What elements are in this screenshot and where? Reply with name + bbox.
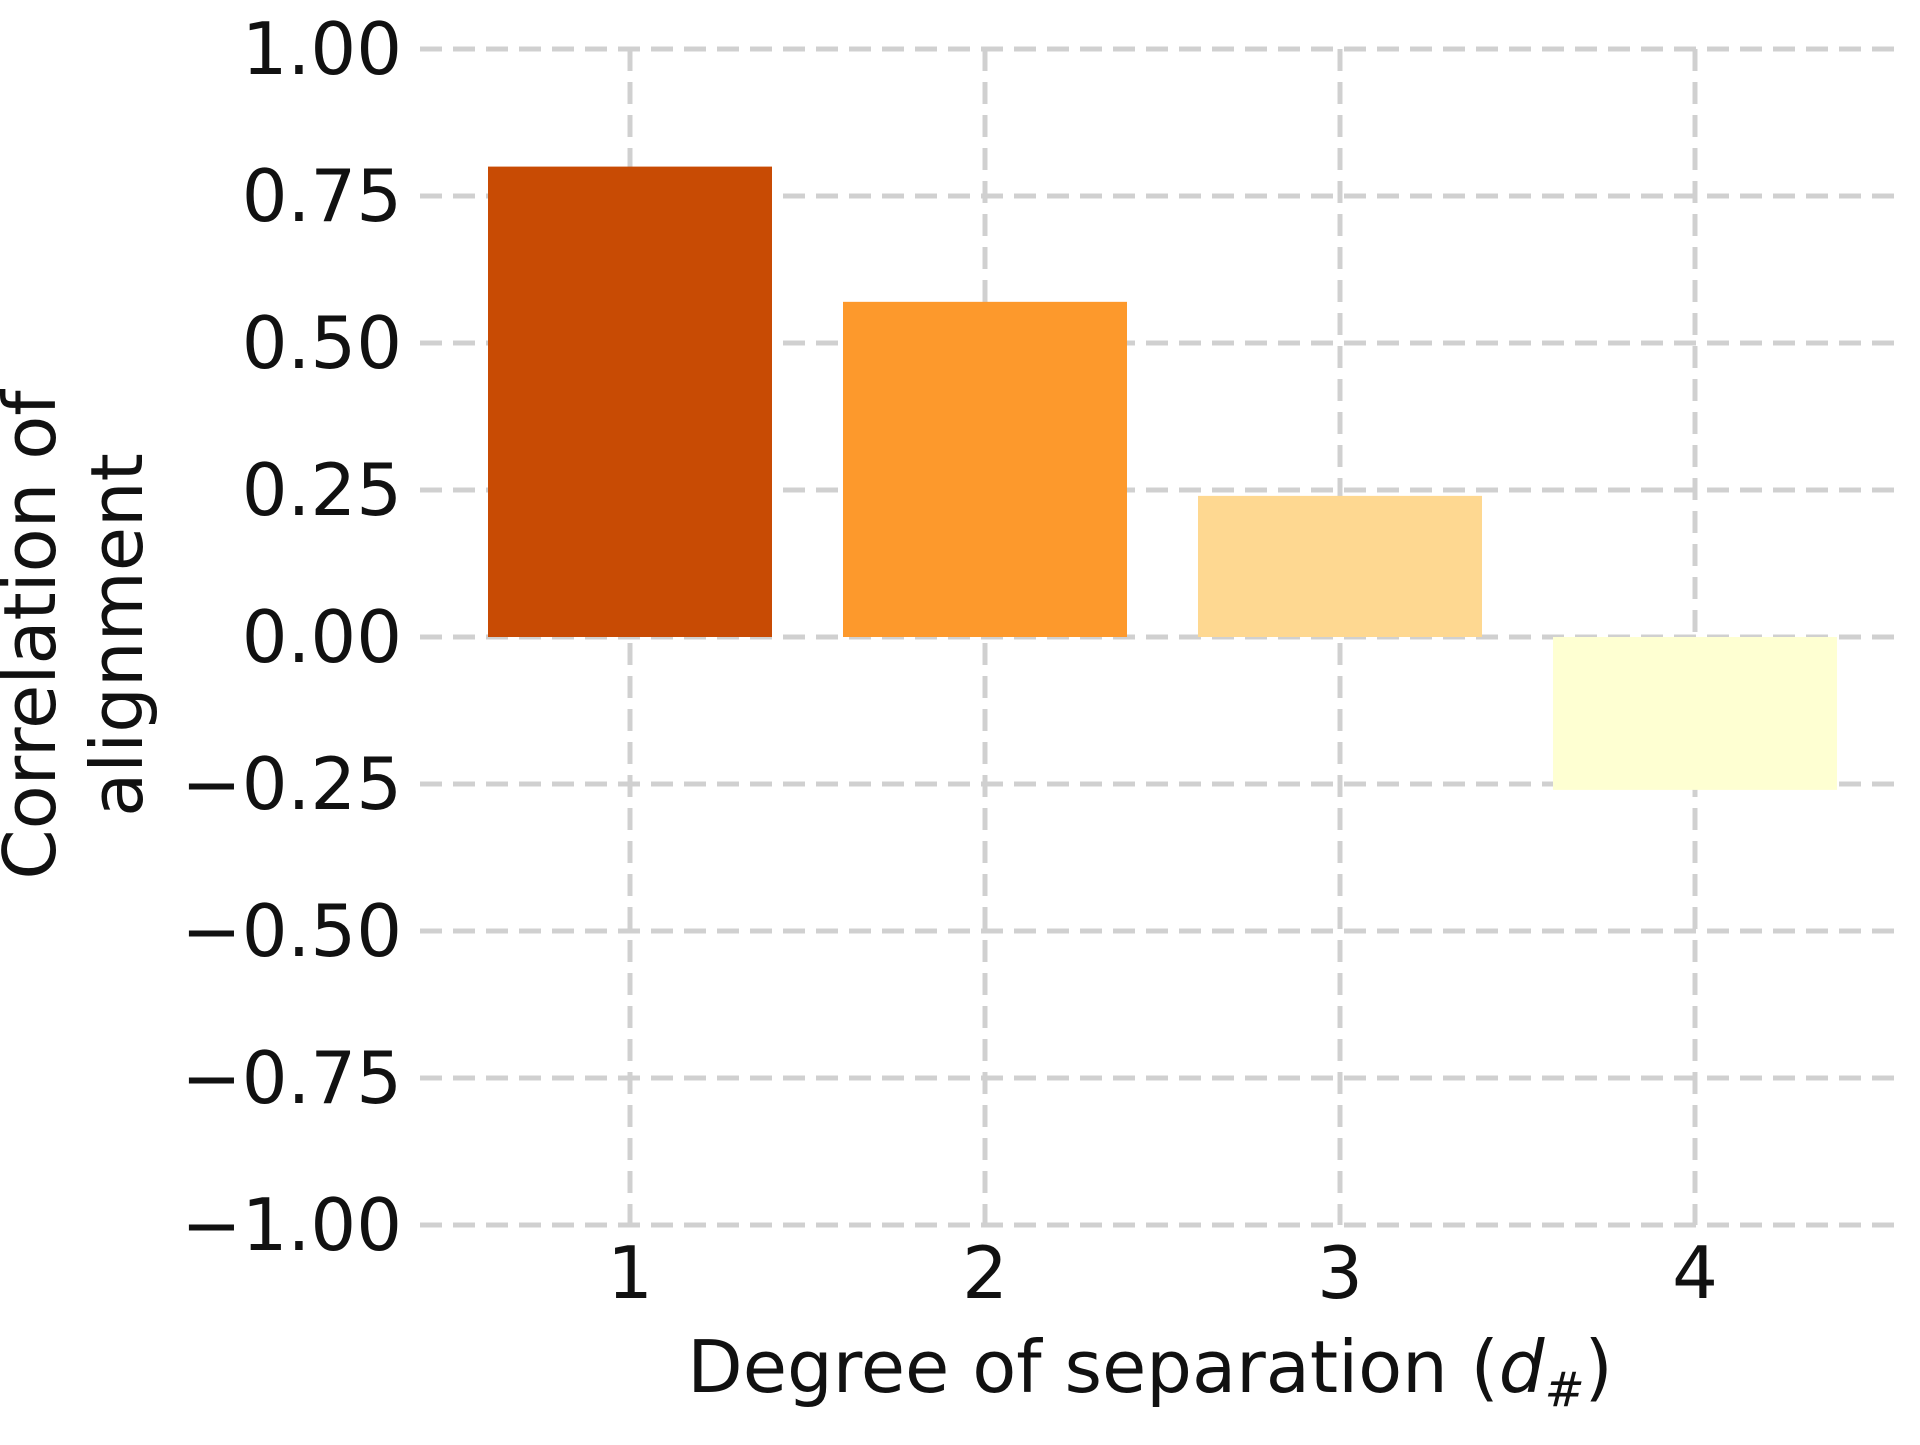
y-tick-label: −1.00 [181, 1183, 402, 1267]
x-axis-label: Degree of separation (d#) [687, 1325, 1613, 1418]
x-tick-label: 3 [1317, 1231, 1363, 1315]
bar-2 [843, 301, 1127, 637]
x-axis-ticks: 1 2 3 4 [607, 1231, 1718, 1315]
bar-4 [1553, 637, 1837, 790]
y-tick-label: 0.25 [242, 448, 402, 532]
y-tick-label: 0.50 [242, 301, 402, 385]
y-tick-label: −0.25 [181, 742, 402, 826]
x-tick-label: 4 [1672, 1231, 1718, 1315]
y-tick-label: −0.50 [181, 889, 402, 973]
bar-1 [488, 166, 772, 637]
bar-3 [1198, 495, 1482, 637]
y-tick-label: 1.00 [242, 7, 402, 91]
x-tick-label: 2 [962, 1231, 1008, 1315]
y-tick-label: 0.00 [242, 595, 402, 679]
y-axis-label-line-2: alignment [75, 453, 159, 817]
y-axis-label: Correlation of alignment [0, 389, 159, 880]
y-tick-label: 0.75 [242, 154, 402, 238]
y-axis-ticks: 1.00 0.75 0.50 0.25 0.00 −0.25 −0.50 −0.75 −1.00 [181, 7, 402, 1267]
y-axis-label-line-1: Correlation of [0, 389, 72, 880]
y-tick-label: −0.75 [181, 1036, 402, 1120]
x-tick-label: 1 [607, 1231, 653, 1315]
bars [488, 166, 1837, 790]
